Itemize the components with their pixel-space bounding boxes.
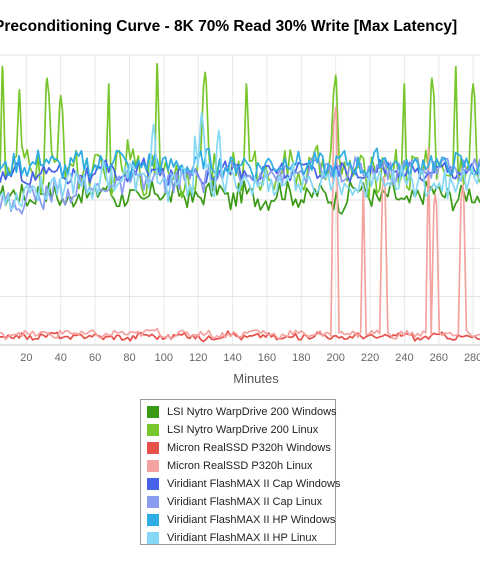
series-line-viridiant-flashmax-ii-cap-linux: [0, 156, 480, 215]
series-line-micron-realssd-p320h-windows: [0, 330, 480, 343]
series-line-lsi-nytro-warpdrive-200-windows: [0, 175, 480, 215]
legend-swatch: [147, 514, 159, 526]
legend-swatch: [147, 442, 159, 454]
x-tick-label: 280: [464, 352, 480, 364]
line-chart: 020406080100120140160180200220240260280M…: [0, 54, 480, 386]
chart-title: Preconditioning Curve - 8K 70% Read 30% …: [0, 18, 458, 35]
x-tick-label: 60: [89, 352, 101, 364]
legend-item: Viridiant FlashMAX II Cap Windows: [147, 475, 340, 493]
legend-swatch: [147, 460, 159, 472]
legend-item: Viridiant FlashMAX II Cap Linux: [147, 493, 335, 511]
x-tick-label: 100: [155, 352, 173, 364]
x-tick-label: 20: [20, 352, 32, 364]
x-tick-label: 160: [258, 352, 276, 364]
x-tick-label: 180: [292, 352, 310, 364]
legend-label: Micron RealSSD P320h Linux: [167, 460, 313, 472]
legend-label: Viridiant FlashMAX II HP Windows: [167, 514, 336, 526]
legend-swatch: [147, 496, 159, 508]
legend-label: LSI Nytro WarpDrive 200 Windows: [167, 406, 337, 418]
x-tick-label: 220: [361, 352, 379, 364]
x-tick-label: 200: [326, 352, 344, 364]
legend-label: Micron RealSSD P320h Windows: [167, 442, 331, 454]
legend-swatch: [147, 424, 159, 436]
legend-label: Viridiant FlashMAX II Cap Linux: [167, 496, 323, 508]
legend-swatch: [147, 406, 159, 418]
legend-item: Micron RealSSD P320h Linux: [147, 457, 335, 475]
chart-legend: LSI Nytro WarpDrive 200 Windows LSI Nytro…: [140, 399, 340, 547]
x-tick-label: 40: [55, 352, 67, 364]
x-tick-label: 80: [123, 352, 135, 364]
legend-label: LSI Nytro WarpDrive 200 Linux: [167, 424, 319, 436]
legend-item: LSI Nytro WarpDrive 200 Linux: [147, 421, 335, 439]
legend-item: LSI Nytro WarpDrive 200 Windows: [147, 403, 337, 421]
series-line-viridiant-flashmax-ii-hp-windows: [0, 147, 480, 183]
x-tick-label: 240: [395, 352, 413, 364]
legend-swatch: [147, 532, 159, 544]
legend-label: Viridiant FlashMAX II HP Linux: [167, 532, 317, 544]
legend-item: Micron RealSSD P320h Windows: [147, 439, 335, 457]
x-tick-label: 120: [189, 352, 207, 364]
legend-swatch: [147, 478, 159, 490]
legend-item: Viridiant FlashMAX II HP Linux: [147, 529, 335, 547]
x-axis-label: Minutes: [233, 371, 279, 386]
x-tick-label: 140: [223, 352, 241, 364]
x-tick-label: 260: [430, 352, 448, 364]
series-line-micron-realssd-p320h-linux: [0, 106, 480, 341]
legend-label: Viridiant FlashMAX II Cap Windows: [167, 478, 341, 490]
legend-item: Viridiant FlashMAX II HP Windows: [147, 511, 335, 529]
series-line-viridiant-flashmax-ii-hp-linux: [0, 112, 480, 211]
